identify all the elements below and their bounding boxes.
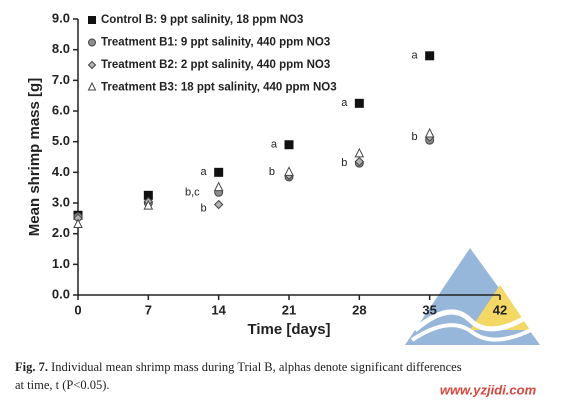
x-axis-title: Time [days] bbox=[247, 321, 330, 338]
caption-label: Fig. 7. bbox=[15, 360, 48, 374]
caption: Fig. 7. Individual mean shrimp mass duri… bbox=[15, 360, 462, 374]
legend-label: Treatment B2: 2 ppt salinity, 440 ppm NO… bbox=[101, 59, 330, 71]
y-tick-label: 0.0 bbox=[52, 286, 70, 301]
y-tick-label: 2.0 bbox=[52, 225, 70, 240]
x-tick-label: 0 bbox=[74, 302, 81, 317]
x-tick-label: 14 bbox=[211, 302, 226, 317]
marker-square bbox=[284, 140, 294, 150]
annotation: b,c bbox=[185, 186, 200, 198]
watermark-url: www.yzjidi.com bbox=[440, 382, 537, 397]
legend-label: Treatment B1: 9 ppt salinity, 440 ppm NO… bbox=[101, 37, 330, 49]
x-tick-label: 7 bbox=[145, 302, 152, 317]
annotation: a bbox=[271, 139, 278, 151]
marker-diamond bbox=[213, 199, 224, 210]
caption-line2: at time, t (P<0.05). bbox=[15, 378, 110, 392]
marker-triangle bbox=[73, 218, 83, 228]
annotation: b bbox=[269, 166, 275, 178]
x-tick-label: 21 bbox=[282, 302, 296, 317]
legend-label: Treatment B3: 18 ppt salinity, 440 ppm N… bbox=[101, 82, 337, 94]
marker-triangle bbox=[354, 147, 365, 158]
annotation: b bbox=[341, 157, 347, 169]
marker-square bbox=[425, 51, 435, 61]
annotation: a bbox=[201, 166, 208, 178]
marker-diamond bbox=[87, 60, 97, 70]
marker-circle bbox=[88, 38, 96, 47]
y-axis-title: Mean shrimp mass [g] bbox=[26, 78, 43, 236]
marker-square bbox=[354, 98, 364, 108]
x-tick-label: 42 bbox=[493, 302, 507, 317]
x-tick-label: 28 bbox=[352, 302, 366, 317]
caption-text: Individual mean shrimp mass during Trial… bbox=[51, 360, 462, 374]
y-tick-label: 6.0 bbox=[52, 102, 70, 117]
y-tick-label: 8.0 bbox=[52, 41, 70, 56]
marker-square bbox=[88, 16, 96, 24]
y-tick-label: 4.0 bbox=[52, 164, 70, 179]
legend-label: Control B: 9 ppt salinity, 18 ppm NO3 bbox=[101, 14, 303, 26]
marker-triangle bbox=[424, 127, 435, 138]
marker-triangle bbox=[213, 181, 224, 192]
annotation: b bbox=[412, 131, 418, 143]
marker-triangle bbox=[284, 166, 294, 176]
y-tick-label: 1.0 bbox=[52, 256, 70, 271]
marker-square bbox=[214, 167, 224, 177]
x-tick-label: 35 bbox=[422, 302, 436, 317]
y-tick-label: 9.0 bbox=[52, 10, 70, 25]
marker-diamond bbox=[354, 156, 365, 167]
marker-triangle bbox=[143, 199, 154, 210]
watermark-logo bbox=[405, 248, 540, 345]
annotation: b bbox=[201, 202, 207, 214]
annotation: a bbox=[412, 50, 419, 62]
marker-triangle bbox=[87, 81, 97, 91]
y-tick-label: 5.0 bbox=[52, 133, 70, 148]
y-tick-label: 3.0 bbox=[52, 194, 70, 209]
annotation: a bbox=[341, 97, 348, 109]
y-tick-label: 7.0 bbox=[52, 72, 70, 87]
